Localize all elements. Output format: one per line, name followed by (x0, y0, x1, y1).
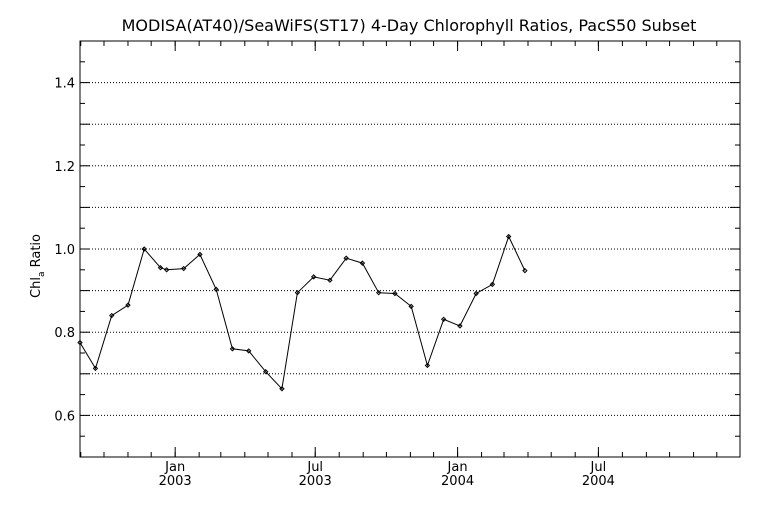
data-point (440, 316, 447, 323)
plot-frame (79, 40, 741, 458)
data-point (294, 289, 301, 296)
y-tick-label: 1.4 (54, 77, 75, 92)
series-line (79, 235, 526, 390)
series-layer (77, 233, 528, 392)
data-point (163, 267, 170, 273)
x-tick-label-year: 2004 (441, 474, 474, 489)
data-point (310, 274, 317, 280)
data-point (109, 312, 115, 319)
x-tick-label-month: Jan (164, 460, 185, 475)
data-point (141, 246, 147, 252)
data-point (180, 265, 187, 272)
axis-ticks (80, 40, 740, 458)
data-point (197, 251, 203, 258)
data-point (327, 277, 333, 283)
data-point (505, 233, 512, 240)
data-point (522, 267, 528, 274)
grid-lines (80, 82, 740, 416)
data-point (229, 346, 236, 352)
chart-title: MODISA(AT40)/SeaWiFS(ST17) 4-Day Chlorop… (122, 16, 697, 35)
x-tick-label-month: Jul (590, 460, 607, 475)
data-point (279, 386, 285, 392)
data-point (375, 289, 382, 296)
data-point (489, 281, 496, 288)
x-tick-label-month: Jul (306, 460, 323, 475)
data-point (245, 348, 252, 354)
y-tick-label: 0.8 (54, 326, 75, 341)
y-tick-label: 0.6 (54, 409, 75, 424)
data-point (359, 260, 366, 266)
data-point (125, 302, 131, 308)
data-point (457, 323, 463, 329)
y-tick-labels: 0.6 0.8 1.0 1.2 1.4 (54, 77, 75, 425)
data-point (92, 365, 99, 372)
y-axis-label: Chla Ratio (29, 234, 47, 298)
x-tick-label-year: 2003 (299, 474, 332, 489)
y-tick-label: 1.2 (54, 160, 75, 175)
x-tick-label-year: 2004 (582, 474, 615, 489)
data-point (262, 369, 269, 375)
x-tick-label-year: 2003 (159, 474, 192, 489)
data-point (157, 265, 164, 271)
data-point (343, 255, 349, 261)
data-point (392, 290, 398, 297)
x-tick-label-month: Jan (447, 460, 468, 475)
data-point (408, 303, 414, 310)
data-point (213, 286, 219, 293)
data-point (473, 290, 479, 297)
y-tick-label: 1.0 (54, 243, 75, 258)
data-point (424, 362, 431, 369)
